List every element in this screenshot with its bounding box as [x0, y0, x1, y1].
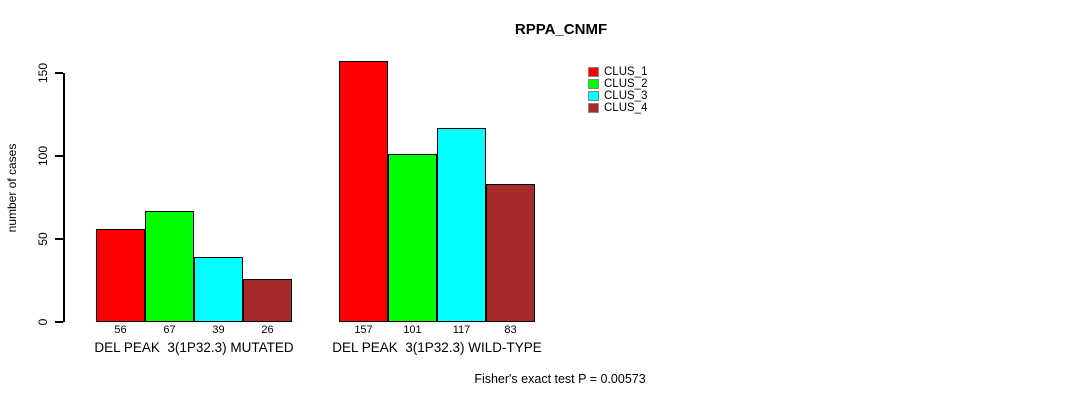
bar-clus_1-group1 — [96, 229, 145, 322]
bar-value-label: 157 — [354, 324, 373, 336]
legend: CLUS_1 CLUS_2 CLUS_3 CLUS_4 — [588, 66, 647, 114]
y-tick-mark — [55, 155, 63, 157]
bar-value-label: 56 — [114, 324, 127, 336]
legend-swatch-clus-2-icon — [588, 79, 599, 89]
bar-clus_3-group2 — [437, 127, 486, 322]
bar-clus_2-group1 — [145, 210, 194, 322]
group-label-wild-type: DEL PEAK 3(1P32.3) WILD-TYPE — [332, 340, 542, 355]
bar-clus_4-group1 — [243, 278, 292, 322]
legend-label-clus-4: CLUS_4 — [604, 102, 648, 114]
bar-clus_2-group2 — [388, 154, 437, 322]
bar-value-label: 39 — [212, 324, 225, 336]
bar-value-label: 101 — [403, 324, 422, 336]
group-label-mutated: DEL PEAK 3(1P32.3) MUTATED — [94, 340, 294, 355]
y-tick-label: 100 — [36, 145, 50, 167]
legend-swatch-clus-3-icon — [588, 91, 599, 101]
y-tick-label: 50 — [36, 232, 50, 246]
legend-item-clus-4: CLUS_4 — [588, 102, 647, 114]
y-tick-label: 0 — [36, 318, 50, 326]
legend-item-clus-3: CLUS_3 — [588, 90, 647, 102]
bar-value-label: 26 — [261, 324, 274, 336]
y-tick-mark — [55, 72, 63, 74]
y-tick-mark — [55, 238, 63, 240]
bar-value-label: 83 — [504, 324, 517, 336]
y-axis-line — [63, 73, 65, 322]
bar-clus_1-group2 — [339, 61, 388, 322]
y-axis-label: number of cases — [5, 143, 19, 233]
legend-label-clus-3: CLUS_3 — [604, 90, 648, 102]
legend-label-clus-2: CLUS_2 — [604, 78, 648, 90]
bar-value-label: 117 — [452, 324, 471, 336]
chart-title: RPPA_CNMF — [514, 21, 608, 38]
legend-item-clus-2: CLUS_2 — [588, 78, 647, 90]
legend-swatch-clus-1-icon — [588, 67, 599, 77]
y-tick-label: 150 — [36, 62, 50, 84]
bar-clus_3-group1 — [194, 257, 243, 322]
y-tick-mark — [55, 321, 63, 323]
bar-clus_4-group2 — [486, 184, 535, 322]
bar-value-label: 67 — [163, 324, 176, 336]
fisher-test-annotation: Fisher's exact test P = 0.00573 — [474, 372, 646, 386]
legend-swatch-clus-4-icon — [588, 103, 599, 113]
legend-item-clus-1: CLUS_1 — [588, 66, 647, 78]
legend-label-clus-1: CLUS_1 — [604, 66, 648, 78]
